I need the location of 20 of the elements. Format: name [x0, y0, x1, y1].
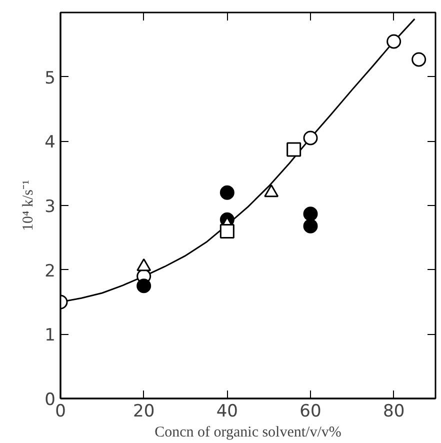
y-tick-label: 3: [44, 197, 56, 217]
x-tick-label: 40: [216, 402, 238, 422]
y-axis-title: 10⁴ k/s⁻¹: [20, 180, 37, 231]
y-tick-label: 5: [44, 68, 56, 88]
point: [303, 130, 318, 146]
point: [220, 224, 234, 238]
point: [303, 206, 318, 222]
x-axis-title: Concn of organic solvent/v/v%: [154, 424, 342, 440]
point: [220, 185, 234, 200]
y-tick-label: 1: [44, 326, 56, 346]
y-tick-label: 2: [44, 261, 56, 282]
point: [286, 142, 302, 157]
x-tick-label: 20: [133, 402, 155, 422]
x-tick-label: 60: [300, 402, 322, 422]
x-tick-label: 80: [383, 402, 405, 422]
point: [136, 278, 152, 294]
point: [386, 34, 402, 49]
y-tick-label: 4: [44, 132, 56, 153]
point: [412, 52, 426, 67]
point: [303, 218, 318, 234]
